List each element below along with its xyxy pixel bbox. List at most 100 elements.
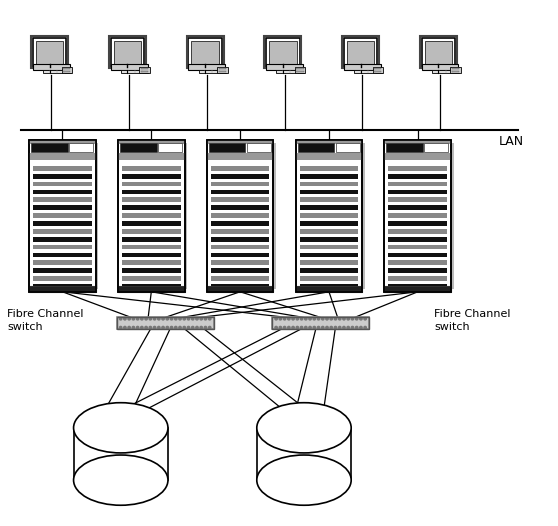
Bar [342, 36, 379, 68]
Bar [344, 64, 381, 70]
Bar [140, 67, 150, 73]
Circle shape [287, 318, 290, 320]
Bar [300, 260, 358, 265]
Circle shape [119, 327, 122, 329]
Bar [388, 245, 447, 249]
Bar [33, 252, 92, 257]
Bar [296, 153, 362, 160]
Bar [29, 153, 96, 160]
Bar [122, 189, 181, 194]
Bar [31, 144, 68, 152]
Bar [300, 284, 358, 289]
Bar [33, 38, 66, 67]
Circle shape [364, 318, 367, 320]
Bar [43, 70, 71, 73]
Circle shape [196, 327, 198, 329]
Circle shape [136, 318, 139, 320]
Bar [344, 38, 377, 67]
Bar [122, 221, 181, 226]
Bar [388, 284, 447, 289]
Bar [189, 38, 222, 67]
Circle shape [191, 327, 194, 329]
Bar [74, 428, 168, 480]
Bar [141, 70, 148, 72]
Circle shape [326, 318, 328, 320]
Bar [388, 197, 447, 202]
Bar [211, 213, 270, 218]
Bar [219, 68, 226, 69]
Circle shape [355, 318, 358, 320]
Bar [33, 189, 92, 194]
Circle shape [351, 318, 354, 320]
Bar [33, 213, 92, 218]
Bar [300, 245, 358, 249]
Bar [211, 252, 270, 257]
Circle shape [279, 318, 282, 320]
Bar [33, 64, 70, 70]
Circle shape [330, 318, 333, 320]
Bar [300, 221, 358, 226]
Bar [300, 174, 358, 178]
Bar [384, 140, 451, 144]
Bar [247, 144, 271, 152]
Bar [420, 36, 457, 68]
Bar [122, 181, 181, 186]
Bar [300, 181, 358, 186]
Bar [388, 174, 447, 178]
Bar [36, 41, 64, 64]
Circle shape [187, 318, 190, 320]
Bar [388, 237, 447, 241]
Bar [387, 144, 423, 152]
Circle shape [209, 327, 211, 329]
Bar [211, 181, 270, 186]
Circle shape [200, 327, 203, 329]
Bar [388, 189, 447, 194]
Bar [33, 166, 92, 170]
Bar [33, 174, 92, 178]
Text: Fibre Channel
switch: Fibre Channel switch [435, 309, 511, 332]
Bar [300, 276, 358, 281]
Bar [388, 268, 447, 273]
Circle shape [183, 318, 185, 320]
Bar [189, 64, 225, 70]
Circle shape [175, 327, 177, 329]
Circle shape [360, 318, 362, 320]
Circle shape [175, 318, 177, 320]
Bar [33, 181, 92, 186]
Bar [384, 140, 451, 292]
Bar [122, 213, 181, 218]
Bar [300, 166, 358, 170]
Circle shape [141, 318, 143, 320]
Bar [421, 38, 455, 67]
Circle shape [187, 327, 190, 329]
Circle shape [283, 327, 286, 329]
Bar [118, 140, 185, 144]
Circle shape [191, 318, 194, 320]
Bar [118, 140, 185, 292]
Circle shape [318, 327, 320, 329]
Bar [217, 67, 228, 73]
Bar [120, 144, 157, 152]
Bar [264, 36, 301, 68]
Circle shape [279, 327, 282, 329]
Circle shape [124, 327, 126, 329]
Circle shape [179, 318, 181, 320]
Ellipse shape [74, 455, 168, 505]
Circle shape [334, 318, 336, 320]
Bar [296, 140, 362, 292]
Circle shape [347, 327, 349, 329]
Circle shape [292, 318, 294, 320]
Circle shape [351, 327, 354, 329]
Bar [432, 70, 459, 73]
Bar [374, 70, 382, 72]
Bar [295, 67, 305, 73]
Bar [421, 64, 459, 70]
Circle shape [321, 318, 324, 320]
Circle shape [157, 318, 160, 320]
Circle shape [334, 327, 336, 329]
Bar [62, 67, 72, 73]
Bar [300, 197, 358, 202]
Bar [296, 286, 362, 292]
Circle shape [321, 327, 324, 329]
Bar [122, 276, 181, 281]
